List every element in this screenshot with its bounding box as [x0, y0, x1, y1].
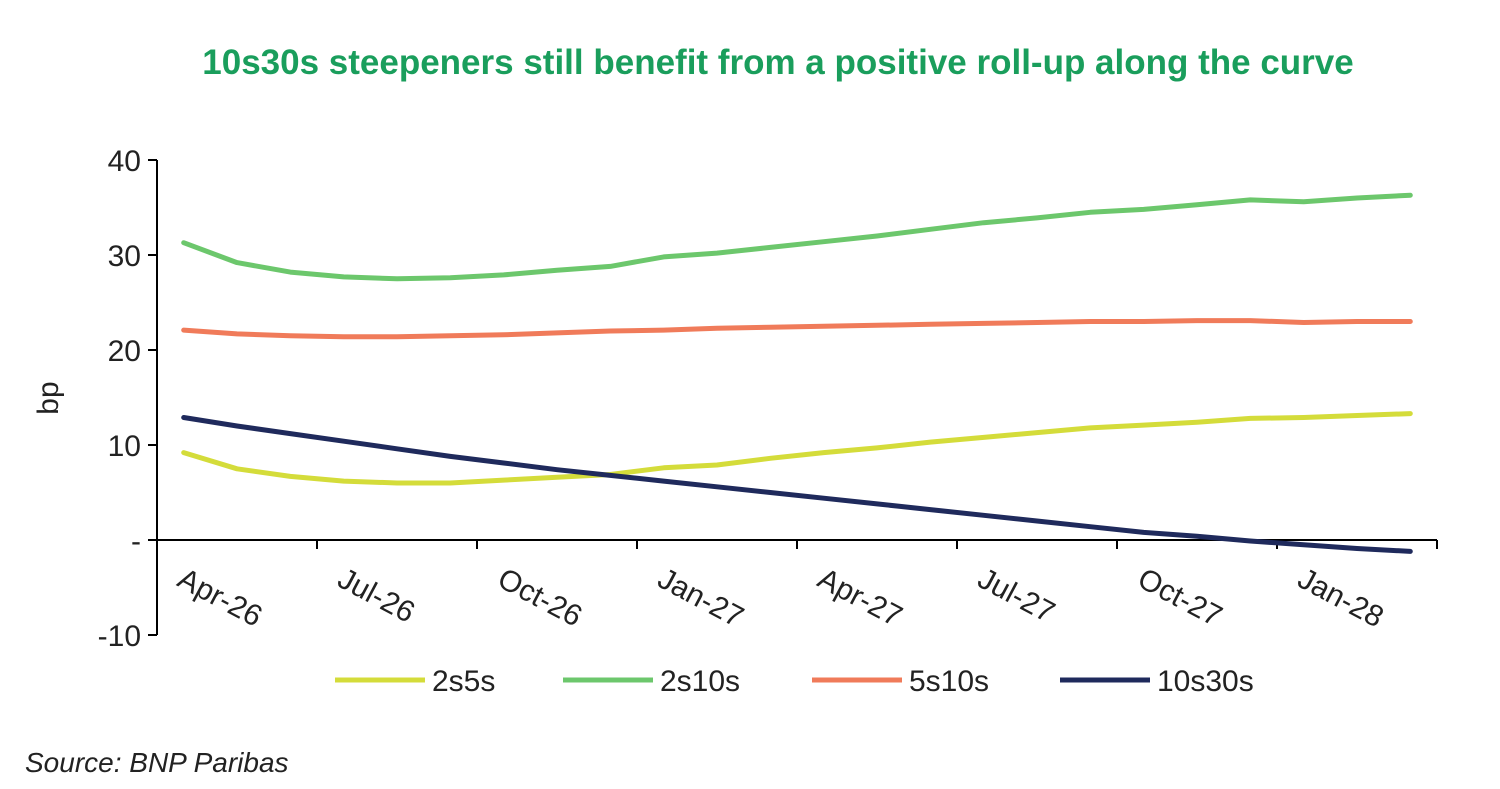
legend-label: 2s10s: [660, 665, 740, 698]
x-tick-label: Apr-27: [812, 562, 907, 633]
chart-title: 10s30s steepeners still benefit from a p…: [202, 43, 1353, 82]
x-tick-label: Jul-26: [332, 562, 420, 630]
y-tick-label: 20: [108, 335, 141, 368]
x-tick-label: Jul-27: [972, 562, 1060, 630]
x-tick-label: Apr-26: [172, 562, 267, 633]
y-tick-label: -10: [98, 620, 141, 653]
x-tick-label: Oct-27: [1132, 562, 1227, 633]
x-tick-label: Oct-26: [492, 562, 587, 633]
y-tick-label: 30: [108, 240, 141, 273]
legend-label: 10s30s: [1157, 665, 1254, 698]
y-tick-label: 10: [108, 430, 141, 463]
series-line: [181, 318, 1413, 340]
y-axis-label: bp: [32, 381, 65, 414]
legend-label: 2s5s: [432, 665, 495, 698]
series-line: [181, 192, 1413, 282]
x-tick-label: Jan-28: [1292, 562, 1388, 634]
series-line: [181, 415, 1413, 554]
series-line: [181, 411, 1413, 486]
y-tick-label: -: [131, 525, 141, 558]
x-tick-label: Jan-27: [652, 562, 748, 634]
source: Source: BNP Paribas: [25, 747, 289, 778]
y-tick-label: 40: [108, 145, 141, 178]
legend-label: 5s10s: [909, 665, 989, 698]
